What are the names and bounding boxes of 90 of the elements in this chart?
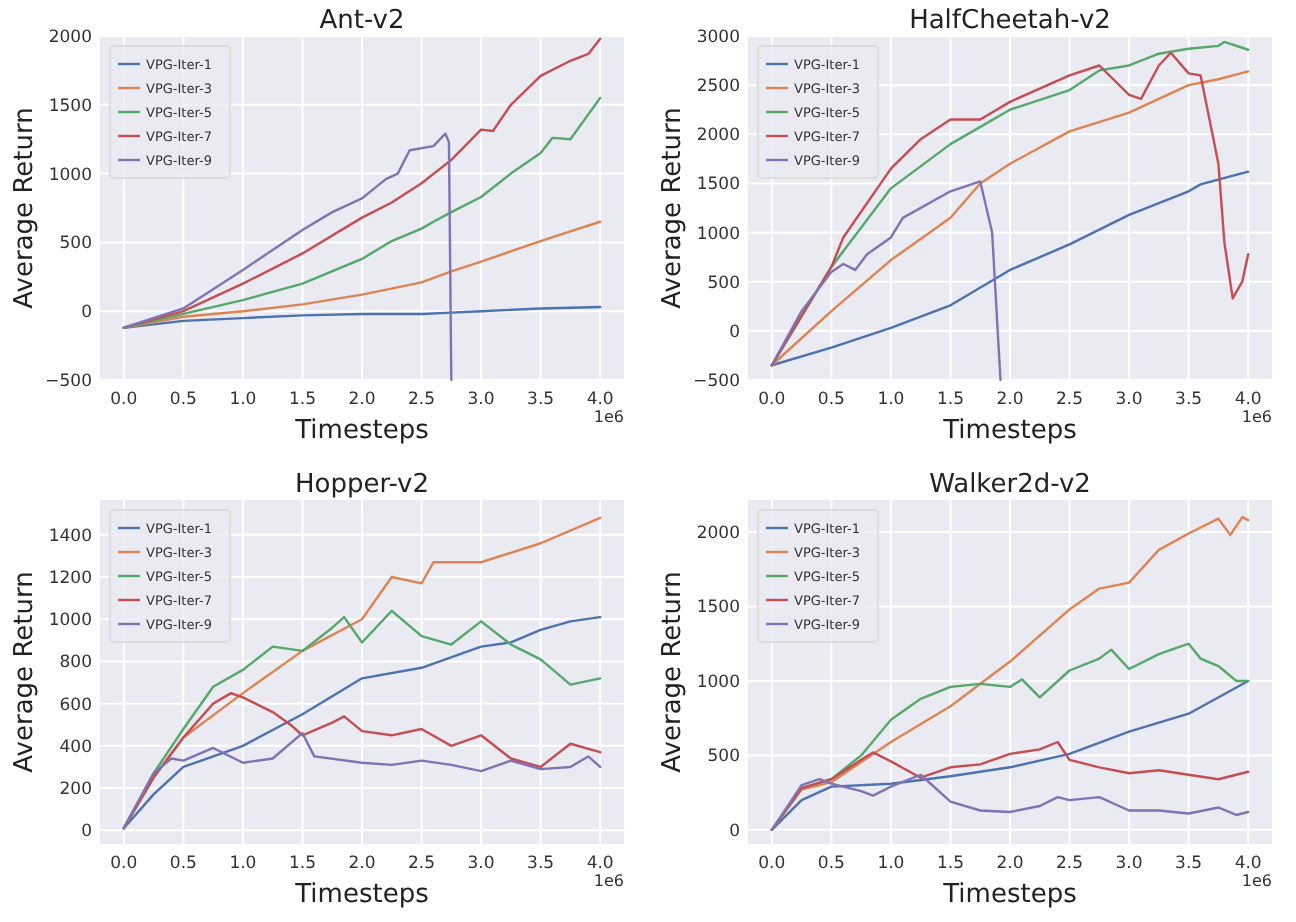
x-tick-label: 2.5 — [1056, 854, 1084, 874]
x-tick-label: 4.0 — [1234, 854, 1262, 874]
y-tick-label: 1500 — [696, 175, 740, 196]
line-series — [122, 732, 602, 830]
y-tick-label: 500 — [59, 234, 92, 255]
chart-title: HalfCheetah-v2 — [909, 6, 1111, 36]
x-tick-label: 3.5 — [1175, 854, 1203, 874]
text: 1e6 — [593, 872, 624, 890]
x-tick-label: 3.0 — [1115, 390, 1143, 410]
y-tick-label: 0 — [729, 821, 740, 842]
text: 1e6 — [1241, 408, 1272, 426]
x-tick-label: 2.0 — [996, 854, 1024, 874]
x-tick-label: 0.0 — [758, 854, 786, 874]
y-tick-label: 1500 — [696, 598, 740, 619]
y-tick-label: 0 — [81, 303, 92, 324]
x-tick-label: 0.0 — [110, 390, 138, 410]
y-tick-label: 1000 — [696, 224, 740, 245]
y-tick-label: 500 — [707, 747, 740, 768]
text: 1e6 — [593, 408, 624, 426]
x-tick-label: 1.5 — [288, 390, 316, 410]
y-tick-label: 1000 — [48, 611, 92, 632]
chart-title: Walker2d-v2 — [929, 470, 1091, 500]
line-series — [122, 37, 602, 329]
y-tick-label: −500 — [693, 371, 740, 392]
x-tick-label: 3.0 — [1115, 854, 1143, 874]
x-tick-label: 0.5 — [817, 390, 845, 410]
x-tick-label: 4.0 — [586, 390, 614, 410]
y-tick-label: 2000 — [696, 523, 740, 544]
line-series — [770, 773, 1250, 832]
y-tick-label: 2500 — [696, 77, 740, 98]
x-tick-label: 2.5 — [408, 390, 436, 410]
y-tick-label: 1400 — [48, 526, 92, 547]
y-tick-label: 400 — [59, 737, 92, 758]
chart-title: Hopper-v2 — [294, 470, 430, 500]
y-axis-title: Average Return — [10, 571, 40, 773]
x-tick-label: 2.0 — [348, 390, 376, 410]
x-tick-label: 0.5 — [169, 390, 197, 410]
x-tick-label: 4.0 — [1234, 390, 1262, 410]
y-axis-title: Average Return — [658, 571, 688, 773]
x-tick-label: 3.0 — [467, 390, 495, 410]
line-series — [122, 132, 453, 382]
text: 1e6 — [1241, 872, 1272, 890]
y-tick-label: 3000 — [696, 27, 740, 48]
x-tick-label: 3.5 — [527, 854, 555, 874]
y-axis-title: Average Return — [10, 107, 40, 309]
x-axis-title: Timesteps — [293, 416, 430, 446]
y-tick-label: 0 — [81, 822, 92, 843]
line-series — [122, 96, 602, 329]
x-tick-label: 0.0 — [758, 390, 786, 410]
y-tick-label: 600 — [59, 695, 92, 716]
x-tick-label: 2.0 — [348, 854, 376, 874]
y-tick-label: −500 — [45, 371, 92, 392]
x-tick-label: 3.0 — [467, 854, 495, 874]
x-tick-label: 0.5 — [817, 854, 845, 874]
x-tick-label: 1.5 — [936, 854, 964, 874]
x-tick-label: 1.0 — [877, 854, 905, 874]
y-tick-label: 1000 — [48, 165, 92, 186]
x-tick-label: 0.0 — [110, 854, 138, 874]
line-series — [770, 515, 1250, 832]
y-tick-label: 800 — [59, 653, 92, 674]
x-tick-label: 2.0 — [996, 390, 1024, 410]
x-tick-label: 2.5 — [408, 854, 436, 874]
y-tick-label: 2000 — [696, 126, 740, 147]
x-tick-label: 3.5 — [527, 390, 555, 410]
y-tick-label: 1500 — [48, 96, 92, 117]
x-axis-title: Timesteps — [293, 880, 430, 910]
y-tick-label: 1200 — [48, 568, 92, 589]
x-tick-label: 1.0 — [229, 854, 257, 874]
y-tick-label: 0 — [729, 322, 740, 343]
x-tick-label: 4.0 — [586, 854, 614, 874]
line-series — [770, 679, 1250, 832]
y-tick-label: 500 — [707, 273, 740, 294]
y-tick-label: 1000 — [696, 672, 740, 693]
line-series — [770, 740, 1250, 832]
chart-title: Ant-v2 — [319, 6, 405, 36]
x-tick-label: 1.5 — [288, 854, 316, 874]
x-axis-title: Timesteps — [941, 416, 1078, 446]
x-axis-title: Timesteps — [941, 880, 1078, 910]
line-series — [770, 170, 1250, 367]
x-tick-label: 1.0 — [877, 390, 905, 410]
line-series — [122, 305, 602, 329]
x-tick-label: 1.0 — [229, 390, 257, 410]
y-tick-label: 2000 — [48, 27, 92, 48]
x-tick-label: 1.5 — [936, 390, 964, 410]
x-tick-label: 0.5 — [169, 854, 197, 874]
line-series — [770, 180, 1002, 382]
x-tick-label: 2.5 — [1056, 390, 1084, 410]
x-tick-label: 3.5 — [1175, 390, 1203, 410]
y-axis-title: Average Return — [658, 107, 688, 309]
y-tick-label: 200 — [59, 780, 92, 801]
